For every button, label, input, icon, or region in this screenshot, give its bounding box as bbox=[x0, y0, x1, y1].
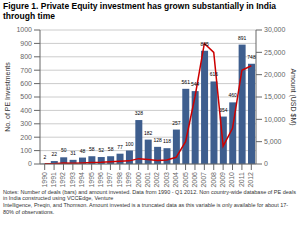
svg-text:460: 460 bbox=[229, 92, 238, 98]
svg-text:2003: 2003 bbox=[163, 171, 170, 187]
svg-text:52: 52 bbox=[98, 147, 104, 153]
svg-text:300: 300 bbox=[20, 120, 32, 127]
svg-text:2010: 2010 bbox=[228, 171, 235, 187]
svg-text:15,000: 15,000 bbox=[264, 93, 286, 100]
svg-text:2007: 2007 bbox=[200, 171, 207, 187]
svg-text:0: 0 bbox=[28, 160, 32, 167]
svg-text:5,000: 5,000 bbox=[264, 138, 282, 145]
svg-text:100: 100 bbox=[20, 147, 32, 154]
html-text:Notes: Number of deals (bars): Notes: Number of deals (bars) and amount… bbox=[3, 188, 298, 216]
svg-text:700: 700 bbox=[20, 66, 32, 73]
svg-text:1992: 1992 bbox=[59, 171, 66, 187]
svg-text:544: 544 bbox=[191, 81, 200, 87]
svg-text:2011: 2011 bbox=[238, 171, 245, 186]
svg-text:100: 100 bbox=[125, 140, 134, 146]
svg-text:1994: 1994 bbox=[78, 171, 85, 187]
svg-text:2008: 2008 bbox=[210, 171, 217, 187]
svg-text:20,000: 20,000 bbox=[264, 71, 286, 78]
svg-text:1991: 1991 bbox=[50, 171, 57, 187]
svg-text:900: 900 bbox=[20, 39, 32, 46]
svg-text:25,000: 25,000 bbox=[264, 48, 286, 55]
svg-text:616: 616 bbox=[210, 71, 219, 77]
svg-text:561: 561 bbox=[182, 78, 191, 84]
svg-text:2006: 2006 bbox=[191, 171, 198, 187]
svg-text:58: 58 bbox=[89, 146, 95, 152]
svg-text:22: 22 bbox=[52, 151, 58, 157]
svg-text:0: 0 bbox=[264, 160, 268, 167]
svg-text:10,000: 10,000 bbox=[264, 115, 286, 122]
svg-text:400: 400 bbox=[20, 106, 32, 113]
svg-text:2012: 2012 bbox=[247, 171, 254, 187]
svg-text:182: 182 bbox=[144, 129, 153, 135]
svg-text:118: 118 bbox=[163, 138, 171, 144]
svg-text:2002: 2002 bbox=[153, 171, 160, 187]
svg-text:2005: 2005 bbox=[182, 171, 189, 187]
svg-text:Amount (USD $M): Amount (USD $M) bbox=[289, 68, 293, 125]
svg-text:1990: 1990 bbox=[41, 171, 48, 187]
svg-text:845: 845 bbox=[200, 40, 209, 46]
svg-text:328: 328 bbox=[135, 110, 144, 116]
svg-text:1999: 1999 bbox=[125, 171, 132, 187]
svg-text:200: 200 bbox=[20, 133, 32, 140]
html-text:Figure 1. Private Equity inves: Figure 1. Private Equity investment has … bbox=[3, 1, 276, 21]
svg-text:1993: 1993 bbox=[69, 171, 76, 187]
svg-text:1996: 1996 bbox=[97, 171, 104, 187]
svg-text:128: 128 bbox=[153, 136, 162, 142]
svg-text:1000: 1000 bbox=[16, 26, 32, 33]
svg-text:2009: 2009 bbox=[219, 171, 226, 187]
svg-text:48: 48 bbox=[80, 147, 86, 153]
svg-text:2000: 2000 bbox=[135, 171, 142, 187]
svg-text:2004: 2004 bbox=[172, 171, 179, 187]
svg-text:748: 748 bbox=[247, 53, 256, 59]
svg-text:31: 31 bbox=[70, 149, 76, 155]
svg-text:2: 2 bbox=[44, 153, 47, 159]
svg-text:1998: 1998 bbox=[116, 171, 123, 187]
svg-text:891: 891 bbox=[238, 34, 247, 40]
svg-text:No. of PE Investments: No. of PE Investments bbox=[8, 61, 11, 131]
svg-text:1995: 1995 bbox=[88, 171, 95, 187]
svg-text:77: 77 bbox=[117, 143, 123, 149]
svg-text:58: 58 bbox=[108, 146, 114, 152]
svg-text:600: 600 bbox=[20, 80, 32, 87]
svg-text:354: 354 bbox=[219, 106, 228, 112]
svg-text:500: 500 bbox=[20, 93, 32, 100]
svg-text:30,000: 30,000 bbox=[264, 26, 286, 33]
svg-text:50: 50 bbox=[61, 147, 67, 153]
svg-text:1997: 1997 bbox=[106, 171, 113, 187]
svg-text:800: 800 bbox=[20, 53, 32, 60]
svg-text:257: 257 bbox=[172, 119, 181, 125]
svg-text:2001: 2001 bbox=[144, 171, 151, 187]
